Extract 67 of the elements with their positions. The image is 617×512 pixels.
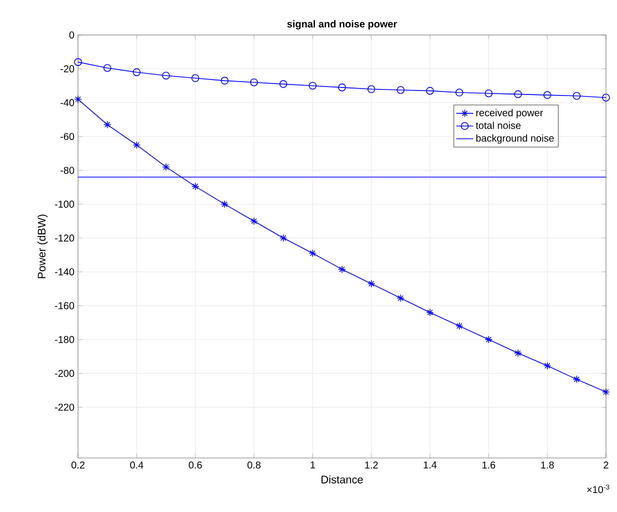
y-tick-label: -60	[60, 132, 74, 140]
x-tick-label: 1.6	[482, 462, 496, 469]
legend-label: received power	[476, 108, 544, 118]
point	[338, 84, 346, 92]
x-tick-label: 1.2	[365, 462, 378, 468]
point	[514, 349, 522, 357]
point	[543, 362, 552, 370]
y-tick-label: -160	[54, 302, 74, 310]
x-tick-label: 0.4	[130, 462, 144, 469]
x-tick-label: 0.2	[71, 462, 84, 469]
y-tick-label: -200	[54, 370, 74, 377]
point	[132, 68, 141, 76]
point	[484, 89, 493, 98]
point	[191, 182, 200, 190]
x-tick-label: 0.8	[247, 462, 260, 469]
point	[602, 94, 610, 102]
point	[308, 82, 317, 90]
point	[484, 336, 493, 344]
x-axis-title: Distance	[322, 475, 363, 484]
point	[103, 64, 112, 72]
point	[220, 76, 229, 85]
point	[367, 280, 376, 288]
point	[191, 74, 200, 82]
point	[572, 375, 581, 384]
y-tick-label: -100	[54, 200, 74, 208]
y-tick-label: -140	[54, 268, 74, 276]
point	[103, 120, 112, 129]
x-tick-label: 2	[604, 462, 608, 468]
y-tick-label: 0	[69, 31, 74, 39]
point	[250, 217, 258, 226]
point	[338, 265, 346, 274]
point	[132, 141, 141, 149]
legend-label: total noise	[476, 122, 521, 129]
point	[74, 95, 82, 104]
point	[220, 200, 229, 208]
point	[279, 234, 288, 242]
point	[455, 88, 464, 96]
y-tick-label: -220	[54, 404, 74, 411]
y-tick-label: -180	[54, 336, 74, 344]
y-axis-title: Power (dBW)	[38, 214, 48, 278]
point	[572, 92, 581, 100]
text: ×10$^{-3}$	[587, 484, 610, 494]
legend-label: background noise	[476, 134, 554, 144]
y-tick-label: -80	[60, 166, 74, 174]
point	[367, 85, 376, 94]
point	[602, 388, 610, 396]
y-tick-label: -20	[60, 65, 74, 72]
x-tick-label: 1.4	[424, 462, 437, 468]
x-tick-label: 1	[310, 462, 315, 468]
chart-title: signal and noise power	[287, 20, 397, 30]
x-tick-label: 0.6	[188, 462, 202, 469]
point	[426, 308, 434, 316]
point	[426, 86, 434, 95]
point	[308, 249, 317, 258]
point	[250, 78, 258, 86]
point	[396, 86, 405, 94]
point	[162, 72, 170, 80]
y-tick-label: -40	[60, 99, 74, 106]
point	[543, 91, 552, 99]
point	[74, 58, 82, 66]
point	[455, 322, 464, 330]
point	[162, 163, 170, 171]
point	[279, 80, 288, 88]
y-tick-label: -120	[54, 234, 74, 242]
point	[396, 294, 405, 302]
x-tick-label: 1.8	[541, 462, 554, 469]
point	[514, 90, 522, 98]
